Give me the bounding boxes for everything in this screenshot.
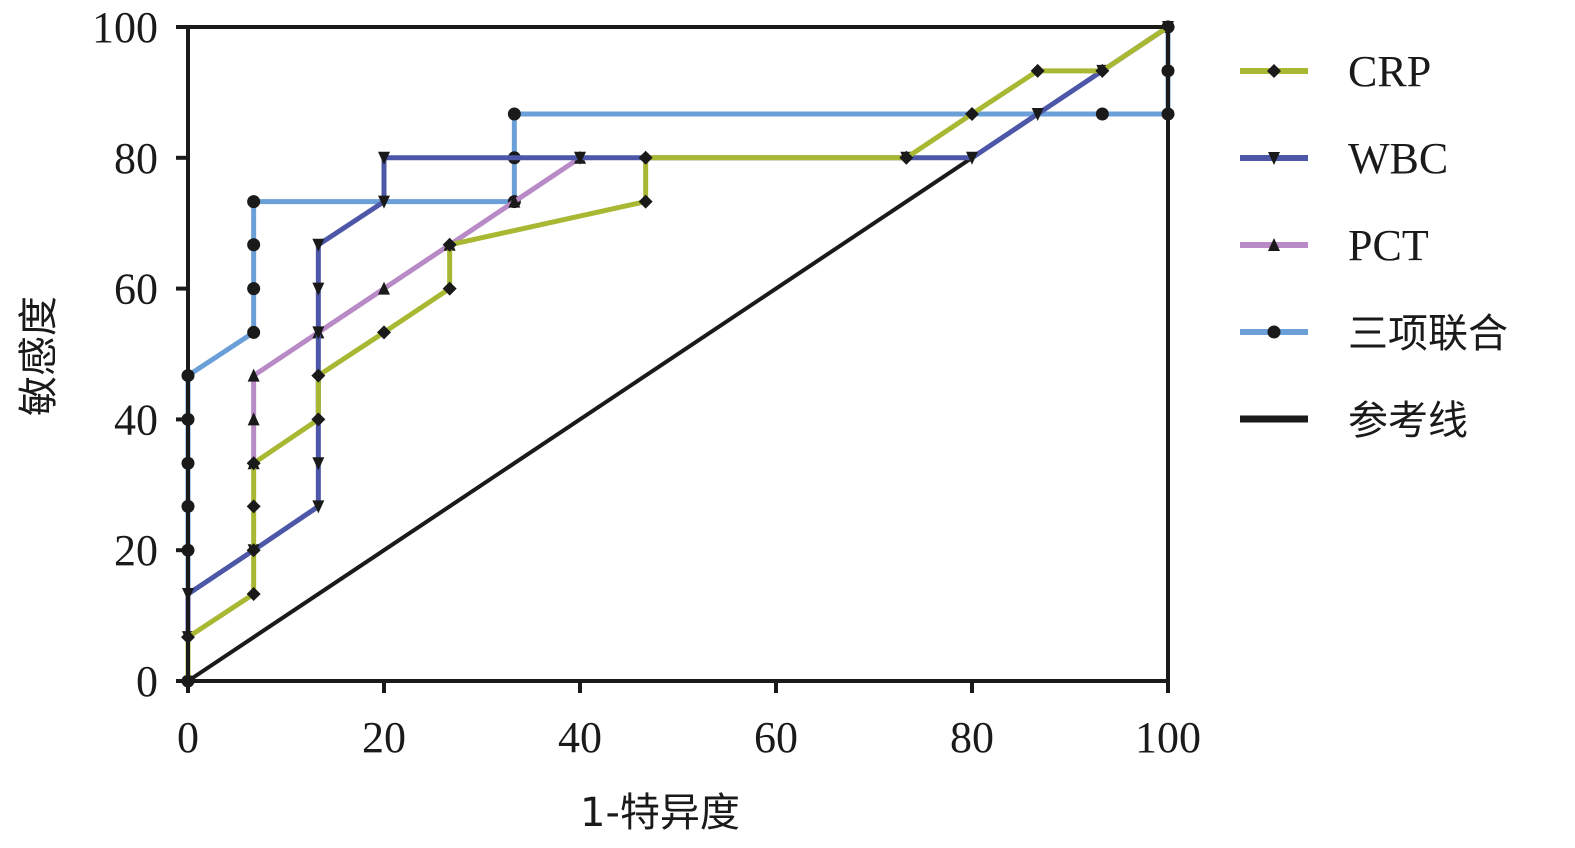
y-tick-label: 80	[114, 134, 158, 183]
data-point	[1095, 107, 1109, 121]
data-point	[899, 150, 914, 165]
legend-item: CRP	[1240, 47, 1431, 96]
data-point	[574, 151, 586, 165]
data-point	[507, 107, 521, 121]
legend-item: 三项联合	[1240, 311, 1508, 357]
data-point	[638, 150, 653, 165]
series-layer	[181, 20, 1175, 688]
data-point	[247, 325, 261, 339]
x-tick-label: 20	[362, 713, 406, 762]
data-point	[378, 151, 390, 165]
legend-marker	[1267, 325, 1281, 339]
series-line	[251, 155, 583, 466]
data-point	[638, 194, 653, 209]
y-axis: 0 20 40 60 80 100	[92, 3, 188, 706]
data-point	[378, 195, 390, 209]
data-point	[312, 238, 325, 252]
data-point	[442, 281, 457, 296]
x-tick-label: 80	[950, 713, 994, 762]
data-point	[378, 281, 390, 295]
data-point	[508, 194, 521, 208]
data-point	[377, 325, 391, 340]
legend-marker	[1268, 152, 1280, 165]
legend-marker	[1267, 64, 1281, 78]
x-axis: 0 20 40 60 80 100	[177, 681, 1201, 762]
data-point	[247, 282, 261, 296]
data-point	[312, 500, 325, 514]
data-point	[1030, 63, 1045, 78]
data-point	[246, 587, 261, 602]
legend-marker	[1268, 238, 1280, 251]
data-point	[311, 368, 326, 383]
x-axis-title: 1-特异度	[580, 790, 740, 836]
x-tick-label: 40	[558, 713, 602, 762]
data-point	[312, 457, 325, 471]
y-tick-label: 100	[92, 3, 158, 52]
data-point	[966, 151, 978, 165]
data-point	[312, 326, 325, 340]
legend-label: 三项联合	[1348, 311, 1508, 357]
data-point	[247, 412, 260, 426]
data-point	[247, 368, 260, 382]
plot-frame	[186, 25, 1170, 683]
y-tick-label: 20	[114, 526, 158, 575]
data-point	[1095, 63, 1110, 78]
data-point	[965, 106, 979, 121]
y-tick-label: 60	[114, 265, 158, 314]
data-point	[246, 499, 261, 514]
y-axis-title: 敏感度	[16, 296, 62, 416]
data-point	[246, 543, 261, 558]
legend-item: PCT	[1240, 221, 1429, 270]
series-line	[185, 24, 1171, 640]
y-tick-label: 0	[136, 657, 158, 706]
legend-label: WBC	[1348, 134, 1448, 183]
legend-label: 参考线	[1348, 398, 1468, 444]
data-point	[1031, 107, 1044, 121]
data-point	[442, 237, 457, 252]
data-point	[247, 195, 261, 209]
legend-item: WBC	[1240, 134, 1448, 183]
x-tick-label: 60	[754, 713, 798, 762]
legend-label: CRP	[1348, 47, 1431, 96]
x-tick-label: 0	[177, 713, 199, 762]
data-point	[247, 238, 261, 252]
data-point	[246, 456, 261, 471]
data-point	[312, 282, 325, 296]
legend-item: 参考线	[1240, 398, 1468, 444]
data-point	[311, 412, 326, 427]
y-tick-label: 40	[114, 395, 158, 444]
series-1	[181, 20, 1175, 688]
x-tick-label: 100	[1135, 713, 1201, 762]
series-line	[185, 24, 1171, 684]
legend-label: PCT	[1348, 221, 1429, 270]
